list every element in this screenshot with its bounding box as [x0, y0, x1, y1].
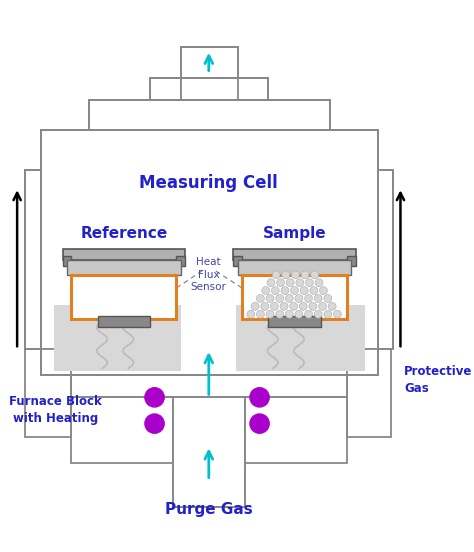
Text: Furnace Block
with Heating: Furnace Block with Heating	[9, 395, 102, 426]
Circle shape	[292, 271, 300, 279]
Polygon shape	[150, 78, 237, 100]
Polygon shape	[54, 305, 181, 371]
Polygon shape	[72, 275, 176, 319]
Polygon shape	[181, 47, 237, 78]
Polygon shape	[23, 349, 73, 438]
Polygon shape	[181, 78, 268, 100]
Circle shape	[324, 295, 332, 302]
Circle shape	[285, 295, 293, 302]
Circle shape	[295, 310, 303, 318]
Circle shape	[305, 295, 312, 302]
Circle shape	[286, 279, 294, 286]
Polygon shape	[67, 260, 181, 275]
Circle shape	[314, 310, 322, 318]
Text: Measuring Cell: Measuring Cell	[139, 174, 278, 192]
Polygon shape	[378, 170, 393, 349]
Circle shape	[282, 271, 290, 279]
Circle shape	[262, 286, 270, 295]
Polygon shape	[181, 47, 237, 78]
Polygon shape	[233, 256, 242, 266]
Polygon shape	[176, 256, 185, 266]
Circle shape	[296, 279, 304, 286]
Polygon shape	[39, 170, 44, 349]
Polygon shape	[89, 100, 329, 130]
Polygon shape	[70, 396, 174, 465]
Circle shape	[145, 414, 164, 433]
Circle shape	[315, 279, 323, 286]
Circle shape	[247, 310, 255, 318]
Polygon shape	[72, 397, 173, 463]
Circle shape	[290, 302, 298, 310]
Circle shape	[250, 414, 269, 433]
Circle shape	[251, 302, 259, 310]
Circle shape	[324, 310, 332, 318]
Circle shape	[291, 286, 299, 295]
Circle shape	[281, 286, 289, 295]
Polygon shape	[242, 275, 347, 319]
Circle shape	[276, 310, 283, 318]
Circle shape	[272, 271, 280, 279]
Polygon shape	[346, 349, 392, 438]
Polygon shape	[173, 397, 245, 507]
Polygon shape	[89, 129, 329, 132]
Circle shape	[328, 302, 336, 310]
Polygon shape	[41, 129, 378, 135]
Circle shape	[271, 302, 278, 310]
Circle shape	[266, 295, 274, 302]
Circle shape	[300, 302, 307, 310]
Circle shape	[280, 302, 288, 310]
Text: Heat
Flux
Sensor: Heat Flux Sensor	[191, 257, 227, 292]
Polygon shape	[25, 170, 41, 349]
Circle shape	[310, 286, 318, 295]
Circle shape	[277, 279, 284, 286]
Polygon shape	[63, 248, 185, 260]
Circle shape	[261, 302, 269, 310]
Circle shape	[272, 286, 279, 295]
Circle shape	[300, 286, 308, 295]
Circle shape	[334, 310, 341, 318]
Polygon shape	[233, 248, 356, 260]
Circle shape	[319, 286, 328, 295]
Circle shape	[301, 271, 309, 279]
Circle shape	[256, 295, 264, 302]
Polygon shape	[181, 78, 237, 100]
Polygon shape	[237, 260, 351, 275]
Circle shape	[285, 310, 293, 318]
Text: Reference: Reference	[80, 226, 167, 241]
Circle shape	[250, 388, 269, 407]
Polygon shape	[268, 316, 321, 327]
Polygon shape	[25, 349, 72, 437]
Text: Purge Gas: Purge Gas	[165, 502, 253, 517]
Polygon shape	[89, 100, 329, 130]
Circle shape	[145, 388, 164, 407]
Polygon shape	[98, 316, 150, 327]
Polygon shape	[347, 256, 356, 266]
Polygon shape	[181, 78, 268, 100]
Polygon shape	[236, 305, 365, 371]
Text: Sample: Sample	[263, 226, 327, 241]
Circle shape	[311, 271, 319, 279]
Circle shape	[276, 295, 283, 302]
Circle shape	[266, 310, 274, 318]
Circle shape	[267, 279, 275, 286]
Polygon shape	[347, 349, 391, 437]
Polygon shape	[245, 397, 347, 463]
Polygon shape	[171, 396, 246, 465]
Circle shape	[314, 295, 322, 302]
Circle shape	[256, 310, 264, 318]
Polygon shape	[150, 78, 237, 100]
Polygon shape	[70, 374, 349, 400]
Polygon shape	[41, 130, 378, 375]
Circle shape	[309, 302, 317, 310]
Polygon shape	[243, 396, 349, 465]
Circle shape	[306, 279, 313, 286]
Circle shape	[319, 302, 327, 310]
Text: Protective
Gas: Protective Gas	[404, 365, 472, 395]
Circle shape	[295, 295, 303, 302]
Circle shape	[305, 310, 312, 318]
Polygon shape	[63, 256, 72, 266]
Polygon shape	[376, 170, 381, 349]
Polygon shape	[72, 375, 347, 397]
